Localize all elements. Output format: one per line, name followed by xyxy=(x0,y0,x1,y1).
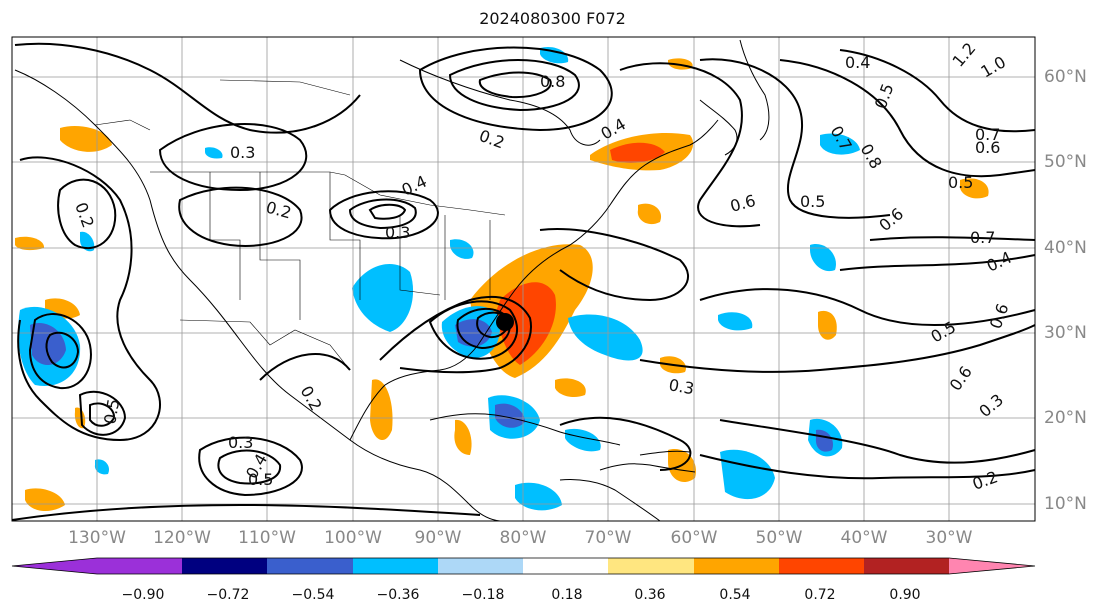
colorbar-segment xyxy=(779,558,864,574)
colorbar-tick-label: 0.72 xyxy=(804,587,836,603)
contour-label: 0.5 xyxy=(100,397,123,425)
contour-label: 0.3 xyxy=(667,375,695,398)
latitude-label: 30°N xyxy=(1044,323,1087,343)
colorbar-max-triangle xyxy=(949,558,1035,574)
map-title: 2024080300 F072 xyxy=(479,9,626,28)
political-borders xyxy=(94,79,506,371)
contour-label: 0.5 xyxy=(248,470,273,489)
latitude-label: 40°N xyxy=(1044,238,1087,258)
gridlines xyxy=(12,37,1035,521)
low-center-marker xyxy=(496,313,514,331)
colorbar-tick-label: 0.54 xyxy=(719,587,751,603)
latitude-label: 60°N xyxy=(1044,67,1087,87)
longitude-label: 40°W xyxy=(840,528,888,548)
contour-label: 0.7 xyxy=(975,125,1000,144)
longitude-label: 50°W xyxy=(755,528,803,548)
longitude-label: 110°W xyxy=(238,528,296,548)
longitude-label: 70°W xyxy=(584,528,632,548)
colorbar-min-triangle xyxy=(12,558,97,574)
colorbar-tick-label: −0.72 xyxy=(206,587,250,603)
contour-label: 0.5 xyxy=(800,192,825,211)
contour-label: 0.3 xyxy=(385,223,410,242)
longitude-label: 120°W xyxy=(153,528,211,548)
colorbar-segment xyxy=(523,558,608,574)
longitude-label: 60°W xyxy=(670,528,718,548)
latitude-label: 10°N xyxy=(1044,494,1087,514)
contour-label: 0.4 xyxy=(845,53,870,72)
longitude-label: 30°W xyxy=(925,528,973,548)
colorbar-segment xyxy=(864,558,949,574)
longitude-label: 100°W xyxy=(324,528,382,548)
contour-label: 0.7 xyxy=(970,228,995,247)
colorbar-tick-label: 0.36 xyxy=(634,587,666,603)
contour-label: 0.3 xyxy=(230,143,255,162)
latitude-label: 20°N xyxy=(1044,408,1087,428)
longitude-label: 90°W xyxy=(414,528,462,548)
colorbar-segment xyxy=(267,558,353,574)
colorbar-tick-label: −0.54 xyxy=(291,587,335,603)
colorbar-tick-label: 0.18 xyxy=(551,587,583,603)
longitude-label: 80°W xyxy=(499,528,547,548)
colorbar-segment xyxy=(608,558,694,574)
longitude-label: 130°W xyxy=(68,528,126,548)
latitude-label: 50°N xyxy=(1044,152,1087,172)
colorbar-tick-label: −0.36 xyxy=(376,587,420,603)
coastlines xyxy=(14,39,770,522)
colorbar-tick-label: −0.18 xyxy=(461,587,505,603)
contour-label: 0.8 xyxy=(540,72,565,91)
colorbar-segment xyxy=(694,558,779,574)
colorbar-segment xyxy=(182,558,267,574)
contour-label: 0.6 xyxy=(975,138,1000,157)
map-panel: 0.3 0.2 0.8 0.4 0.2 0.4 0.3 0.2 0.6 0.5 … xyxy=(11,36,1036,522)
colorbar-segment xyxy=(438,558,523,574)
contour-lines xyxy=(11,42,1036,521)
colorbar-segment xyxy=(353,558,438,574)
colorbar-tick-label: −0.90 xyxy=(121,587,165,603)
contour-label: 0.3 xyxy=(228,433,253,452)
contour-label: 0.5 xyxy=(948,173,973,192)
colorbar-tick-label: 0.90 xyxy=(889,587,921,603)
colorbar-segment xyxy=(97,558,182,574)
colorbar xyxy=(11,557,1036,575)
